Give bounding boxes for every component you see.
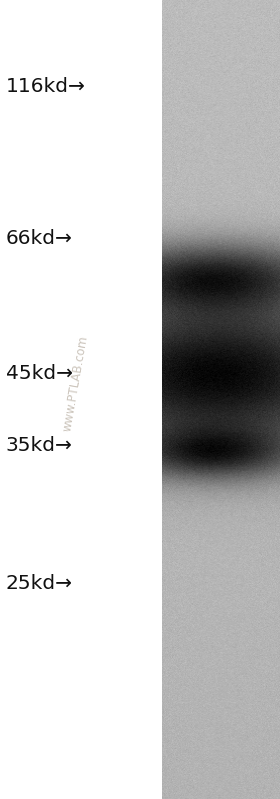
Text: 25kd→: 25kd→ xyxy=(6,574,73,593)
Bar xyxy=(0,0,162,799)
Text: 66kd→: 66kd→ xyxy=(6,229,73,248)
Bar xyxy=(162,0,280,799)
Text: 116kd→: 116kd→ xyxy=(6,77,85,96)
Text: 45kd→: 45kd→ xyxy=(6,364,73,384)
Text: www.PTLAB.com: www.PTLAB.com xyxy=(61,335,90,432)
Text: 35kd→: 35kd→ xyxy=(6,436,73,455)
